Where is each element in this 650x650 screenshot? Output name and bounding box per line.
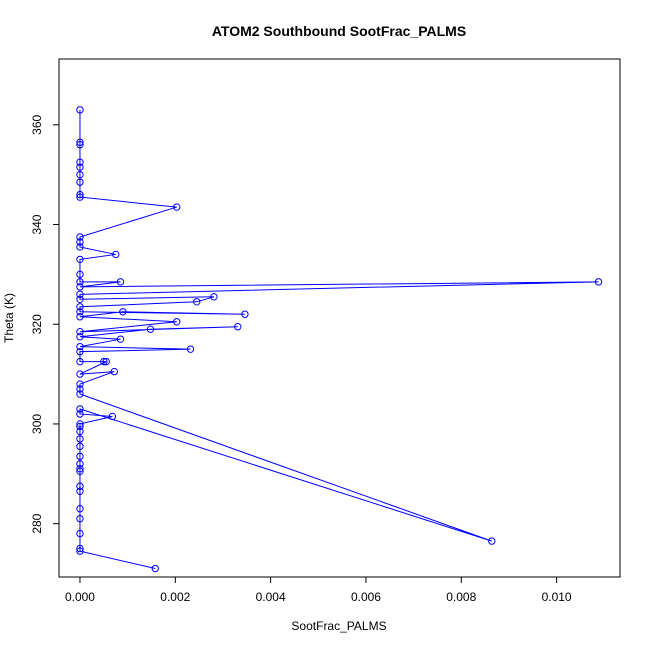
data-point [76, 141, 84, 149]
data-point [76, 190, 84, 199]
data-point [76, 158, 84, 166]
y-tick-label: 280 [30, 513, 44, 533]
data-point [76, 270, 84, 279]
data-point [116, 335, 125, 343]
y-tick-label: 320 [30, 314, 44, 334]
y-tick-label: 340 [30, 214, 44, 234]
data-point [76, 370, 84, 378]
data-point [210, 293, 218, 301]
data-point [102, 357, 110, 366]
data-point [108, 412, 117, 421]
data-point [110, 367, 118, 376]
data-point [76, 357, 84, 366]
data-point [76, 460, 84, 468]
data-point [173, 203, 181, 211]
series-line [79, 109, 599, 570]
data-point [151, 564, 159, 573]
data-point [76, 514, 84, 523]
data-point [76, 487, 84, 495]
x-tick-label: 0.004 [256, 590, 286, 604]
data-point [146, 325, 155, 333]
data-point [193, 298, 201, 306]
data-point [76, 303, 84, 311]
data-point [76, 405, 84, 413]
data-point [76, 482, 84, 490]
data-point [76, 163, 84, 171]
data-point [76, 106, 84, 114]
data-point [76, 380, 84, 388]
data-point [76, 278, 84, 286]
data-point [100, 357, 108, 366]
y-axis: 280 300 320 340 360 [30, 114, 60, 534]
data-point [76, 422, 84, 431]
data-point [186, 345, 195, 353]
data-point [76, 333, 84, 341]
data-point [76, 255, 84, 264]
chart-title: ATOM2 Southbound SootFrac_PALMS [212, 23, 466, 39]
x-tick-label: 0.010 [542, 590, 572, 604]
x-axis: 0.000 0.002 0.004 0.006 0.008 0.010 [65, 576, 572, 604]
data-point [76, 452, 84, 461]
data-point [76, 238, 84, 246]
series-points [76, 106, 603, 573]
data-point [241, 310, 249, 318]
data-point [76, 178, 84, 186]
data-point [76, 342, 84, 351]
series-lines [79, 109, 599, 570]
data-point [594, 278, 603, 286]
data-point [76, 283, 84, 291]
data-point [76, 347, 84, 356]
data-point [76, 505, 84, 513]
data-point [76, 547, 84, 555]
y-axis-label: Theta (K) [2, 293, 16, 343]
data-point [76, 385, 84, 393]
plot-frame [58, 58, 621, 578]
data-point [119, 308, 127, 316]
data-point [76, 243, 84, 251]
data-point [76, 465, 84, 473]
data-point [112, 250, 120, 259]
x-tick-label: 0.008 [446, 590, 476, 604]
data-point [76, 544, 84, 553]
data-point [76, 442, 84, 451]
y-tick-label: 360 [30, 114, 44, 134]
data-point [76, 390, 84, 398]
data-point [76, 420, 84, 428]
data-point [76, 295, 84, 303]
data-point [76, 170, 84, 179]
x-tick-label: 0.006 [351, 590, 381, 604]
data-point [76, 290, 84, 299]
data-point [76, 427, 84, 436]
data-point [116, 278, 125, 286]
data-point [76, 328, 84, 336]
x-tick-label: 0.000 [65, 590, 95, 604]
data-point [76, 193, 84, 201]
x-axis-label: SootFrac_PALMS [291, 619, 386, 633]
data-point [173, 318, 181, 326]
x-tick-label: 0.002 [160, 590, 190, 604]
data-point [76, 529, 84, 538]
data-point [76, 435, 84, 443]
data-point [76, 410, 84, 418]
y-tick-label: 300 [30, 414, 44, 434]
data-point [234, 323, 242, 331]
data-point [76, 308, 84, 316]
data-point [76, 233, 84, 241]
data-point [488, 537, 496, 545]
data-point [76, 313, 84, 321]
data-point [76, 467, 84, 476]
data-point [76, 138, 84, 146]
